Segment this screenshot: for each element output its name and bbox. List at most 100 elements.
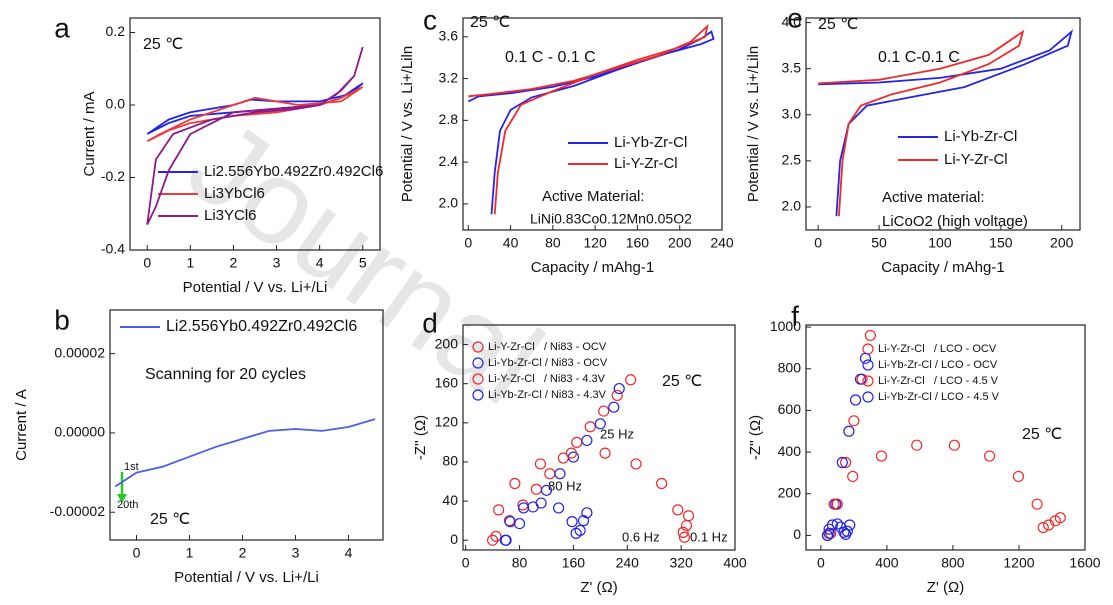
y-tick-label: 120 <box>435 414 459 430</box>
y-tick-label: 2.4 <box>439 153 459 169</box>
x-tick-label: 200 <box>1050 235 1074 251</box>
x-tick-label: 120 <box>583 235 607 251</box>
data-line <box>468 23 709 215</box>
y-axis-title: -Z'' (Ω) <box>412 415 429 460</box>
legend-label: Li-Y-Zr-Cl / LCO - 4.5 V <box>878 375 999 387</box>
x-tick-label: 1200 <box>1003 555 1034 571</box>
x-tick-label: 1 <box>186 545 194 561</box>
data-point <box>859 352 872 364</box>
x-axis-title: Potential / V vs. Li+/Li <box>183 279 328 296</box>
data-point <box>1054 512 1066 524</box>
annotation: 25 ℃ <box>662 373 702 390</box>
x-tick-label: 0 <box>814 235 822 251</box>
y-tick-label: 600 <box>778 401 802 417</box>
data-point <box>553 502 565 514</box>
annotation: Active material: <box>882 189 985 206</box>
legend-swatch <box>472 389 484 401</box>
data-point <box>630 458 642 470</box>
data-point <box>911 439 923 451</box>
data-point <box>599 447 611 459</box>
data-point <box>584 421 596 433</box>
data-point <box>513 517 526 530</box>
legend-label: Li-Y-Zr-Cl <box>614 155 678 172</box>
y-tick-label: 0.00002 <box>54 344 105 360</box>
data-point <box>821 529 834 542</box>
data-point <box>836 456 848 469</box>
plot-frame <box>129 17 381 251</box>
data-line <box>467 30 715 215</box>
x-tick-label: 4 <box>316 255 324 271</box>
annotation: 25 ℃ <box>1022 426 1062 443</box>
data-point <box>554 468 566 480</box>
y-tick-label: 2.0 <box>782 198 802 214</box>
x-axis-title: Z' (Ω) <box>927 579 964 596</box>
legend-label: Li-Y-Zr-Cl / LCO - OCV <box>878 343 997 355</box>
x-tick-label: 2 <box>230 255 238 271</box>
data-point <box>571 436 583 448</box>
data-point <box>849 394 862 406</box>
y-tick-label: 0.00000 <box>54 424 105 440</box>
data-point <box>826 519 839 531</box>
legend-label: Li3YbCl6 <box>204 185 265 202</box>
y-axis-title: Current / A <box>13 389 30 461</box>
annotation: 25 ℃ <box>150 511 190 528</box>
data-point <box>1037 521 1049 534</box>
x-tick-label: 80 <box>512 555 528 571</box>
x-tick-label: 160 <box>626 235 650 251</box>
x-tick-label: 800 <box>941 555 965 571</box>
annotation: 80 Hz <box>548 478 582 493</box>
legend-swatch <box>472 341 484 353</box>
y-tick-label: -0.4 <box>101 241 125 257</box>
y-tick-label: 0 <box>450 531 458 547</box>
data-point <box>490 530 502 542</box>
y-tick-label: 80 <box>442 453 458 469</box>
legend-label: Li-Yb-Zr-Cl / LCO - OCV <box>878 359 998 371</box>
data-point <box>574 524 586 537</box>
legend-label: Li-Yb-Zr-Cl <box>614 134 687 151</box>
x-tick-label: 40 <box>503 235 519 251</box>
annotation: LiCoO2 (high voltage) <box>882 213 1028 230</box>
panel-label: f <box>791 300 799 331</box>
data-point <box>598 405 610 417</box>
data-point <box>540 484 553 496</box>
legend-label: Li-Yb-Zr-Cl / Ni83 - 4.3V <box>488 389 607 401</box>
data-point <box>534 458 547 470</box>
data-line <box>146 46 364 225</box>
legend-label: Li-Yb-Zr-Cl <box>944 128 1017 145</box>
data-point <box>854 373 867 385</box>
data-point <box>1012 470 1025 483</box>
data-point <box>1031 498 1043 510</box>
data-point <box>848 415 860 427</box>
plot-frame <box>805 17 1081 231</box>
data-point <box>613 382 625 395</box>
x-tick-label: 0 <box>817 555 825 571</box>
x-axis-title: Capacity / mAhg-1 <box>531 259 654 276</box>
data-point <box>677 526 689 538</box>
panel-label: e <box>787 2 803 33</box>
panel-label: c <box>423 4 437 35</box>
x-tick-label: 400 <box>875 555 899 571</box>
data-point <box>535 497 547 509</box>
annotation: 0.1 Hz <box>690 529 728 544</box>
y-tick-label: 40 <box>442 492 458 508</box>
x-tick-label: 160 <box>562 555 586 571</box>
data-line <box>818 29 1025 217</box>
annotation: 1st <box>124 461 139 473</box>
y-tick-label: 800 <box>778 359 802 375</box>
plot-frame <box>805 324 1086 551</box>
annotation: Active Material: <box>542 188 645 205</box>
data-point <box>831 518 843 530</box>
data-point <box>948 439 961 451</box>
plot-frame <box>462 17 723 231</box>
annotation: 25 Hz <box>600 426 634 441</box>
data-point <box>594 418 606 430</box>
legend-label: Li-Y-Zr-Cl / Ni83 - OCV <box>488 341 607 353</box>
legend-swatch <box>862 375 874 387</box>
x-tick-label: 2 <box>239 545 247 561</box>
panel-label: b <box>54 304 70 335</box>
data-point <box>625 374 637 386</box>
data-point <box>544 468 556 480</box>
x-tick-label: 0 <box>462 555 470 571</box>
